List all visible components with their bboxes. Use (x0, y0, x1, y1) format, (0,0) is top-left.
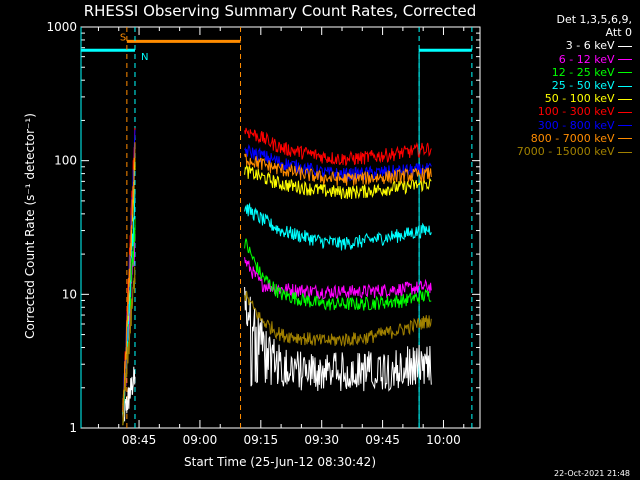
y-tick-label: 1000 (46, 20, 77, 34)
legend-header-attenuator: Att 0 (605, 26, 632, 40)
x-tick-label: 08:45 (122, 433, 157, 447)
legend-entries: 3 - 6 keV 6 - 12 keV 12 - 25 keV 25 - 50… (486, 39, 632, 158)
legend-label: 3 - 6 keV (565, 39, 618, 53)
legend-swatch (618, 45, 632, 47)
legend-label: 25 - 50 keV (551, 79, 618, 93)
series-line (244, 202, 432, 251)
y-tick-label: 10 (62, 287, 77, 301)
flag-markers: SN (80, 27, 473, 428)
legend-label: 6 - 12 keV (558, 52, 618, 66)
legend-entry: 3 - 6 keV (486, 39, 632, 52)
chart-title: RHESSI Observing Summary Count Rates, Co… (84, 2, 477, 20)
series-line (244, 286, 432, 392)
legend-label: 100 - 300 keV (537, 105, 618, 119)
series-line (122, 142, 136, 413)
legend-swatch (618, 111, 632, 113)
series-line (244, 164, 432, 200)
y-tick-label: 100 (54, 154, 77, 168)
night-label: N (141, 52, 148, 63)
legend-swatch (618, 59, 632, 61)
x-tick-label: 09:00 (183, 433, 218, 447)
series-line (244, 257, 432, 300)
series-group (122, 127, 432, 426)
legend: Det 1,3,5,6,9, Att 0 3 - 6 keV 6 - 12 ke… (486, 13, 632, 158)
legend-swatch (618, 138, 632, 140)
legend-label: 300 - 800 keV (537, 118, 618, 132)
legend-swatch (618, 98, 632, 100)
legend-label: 7000 - 15000 keV (516, 145, 618, 159)
series-line (244, 153, 432, 186)
legend-swatch (618, 85, 632, 87)
y-tick-label: 1 (69, 421, 77, 435)
legend-entry: 12 - 25 keV (486, 66, 632, 79)
legend-entry: 300 - 800 keV (486, 119, 632, 132)
x-tick-label: 09:45 (365, 433, 400, 447)
legend-entry: 25 - 50 keV (486, 79, 632, 92)
series-7000-15000-kev (122, 266, 432, 426)
x-axis-label: Start Time (25-Jun-12 08:30:42) (184, 455, 376, 469)
legend-entry: 100 - 300 keV (486, 105, 632, 118)
legend-entry: 7000 - 15000 keV (486, 145, 632, 158)
legend-label: 12 - 25 keV (551, 65, 618, 79)
x-tick-label: 09:30 (304, 433, 339, 447)
series-line (122, 266, 136, 426)
plot-axes: 1 10 100 1000 08:45 09:00 09:15 09:30 09:45 10:00 (46, 20, 481, 447)
saa-label: S (120, 32, 126, 43)
legend-entry: 6 - 12 keV (486, 53, 632, 66)
plot-frame (80, 26, 481, 429)
legend-swatch (618, 125, 632, 127)
series-800-7000-kev (122, 142, 432, 413)
legend-swatch (618, 151, 632, 153)
legend-label: 50 - 100 keV (544, 92, 618, 106)
legend-entry: 800 - 7000 keV (486, 132, 632, 145)
series-line (244, 238, 432, 311)
generated-date: 22-Oct-2021 21:48 (554, 469, 630, 478)
series-line (244, 127, 432, 166)
legend-entry: 50 - 100 keV (486, 92, 632, 105)
series-6-12-kev (122, 231, 432, 418)
y-axis-label: Corrected Count Rate (s⁻¹ detector⁻¹) (23, 113, 37, 339)
legend-header-detectors: Det 1,3,5,6,9, (556, 13, 632, 26)
series-line (122, 366, 136, 423)
legend-swatch (618, 72, 632, 74)
x-tick-label: 10:00 (426, 433, 461, 447)
series-line (244, 291, 432, 348)
series-3-6-kev (122, 286, 432, 423)
x-tick-label: 09:15 (244, 433, 279, 447)
legend-label: 800 - 7000 keV (530, 131, 618, 145)
